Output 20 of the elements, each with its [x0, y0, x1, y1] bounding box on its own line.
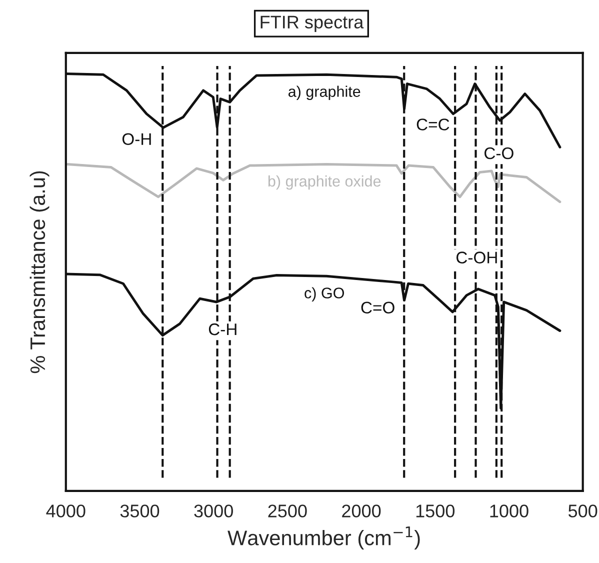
x-axis-title: Wavenumber (cm$^{−1}$) [228, 526, 420, 550]
series-label: a) graphite [288, 86, 360, 100]
x-tick-label: 3500 [120, 504, 160, 518]
x-tick-label: 4000 [46, 504, 86, 518]
x-tick-label: 1500 [416, 504, 455, 518]
x-tick-label: 3000 [194, 504, 233, 518]
x-tick-label: 1000 [490, 504, 528, 518]
chart-title: FTIR spectra [260, 16, 364, 32]
series-label: c) GO [304, 287, 344, 302]
x-tick-label: 500 [568, 504, 598, 518]
annotation: C-OH [456, 252, 497, 264]
annotation: C-O [484, 147, 514, 160]
annotation: C=C [416, 118, 450, 130]
x-tick-label: 2500 [268, 504, 307, 518]
x-tick-label: 2000 [342, 504, 381, 518]
y-axis-title: % Transmittance (a.u) [30, 171, 50, 374]
annotation: C-H [208, 323, 236, 336]
series-label: b) graphite oxide [268, 175, 381, 190]
annotation: O-H [122, 133, 151, 145]
annotation: C=O [361, 302, 394, 314]
